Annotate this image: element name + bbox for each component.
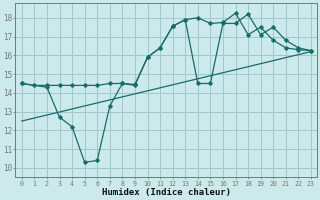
- X-axis label: Humidex (Indice chaleur): Humidex (Indice chaleur): [102, 188, 231, 197]
